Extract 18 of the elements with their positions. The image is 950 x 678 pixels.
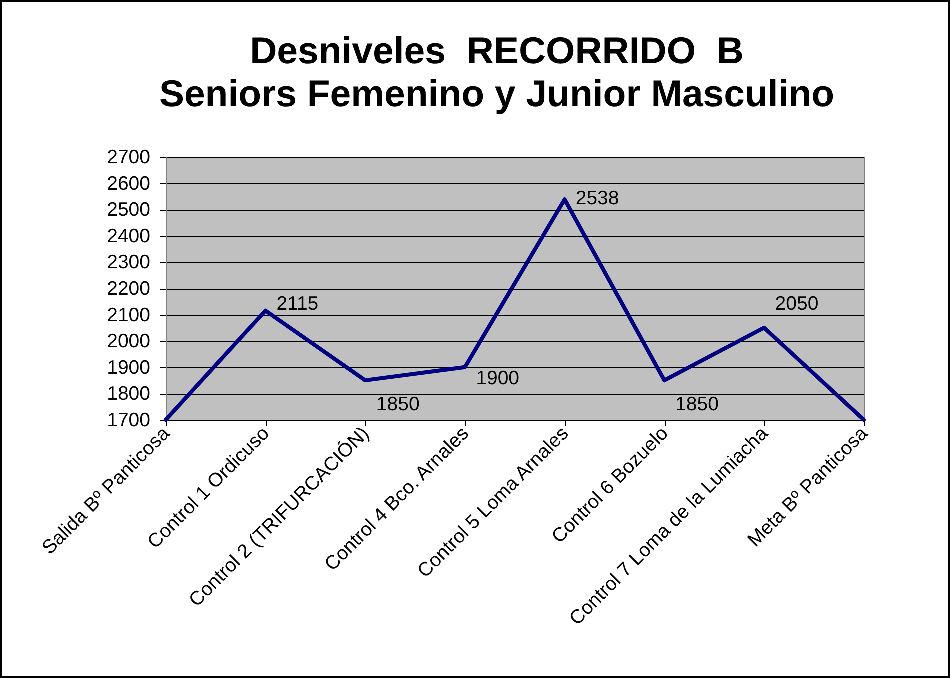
data-label: 2115 <box>276 292 319 315</box>
y-tick-label: 2500 <box>107 199 151 222</box>
y-tick-label: 1700 <box>107 410 151 432</box>
data-label: 1850 <box>676 394 720 416</box>
y-tick-label: 2200 <box>107 278 151 300</box>
y-tick-label: 2700 <box>107 146 151 168</box>
y-tick-label: 2000 <box>107 330 151 353</box>
y-tick-label: 1800 <box>107 383 151 406</box>
data-label: 2538 <box>576 188 620 210</box>
y-tick-label: 2600 <box>107 172 151 195</box>
y-tick-label: 1900 <box>107 356 151 379</box>
data-label: 1900 <box>476 367 520 390</box>
data-label: 1850 <box>376 394 420 416</box>
chart-title: Desniveles RECORRIDO B Seniors Femenino y Junior Masculino <box>159 30 835 114</box>
data-label: 2050 <box>775 292 819 315</box>
y-tick-label: 2400 <box>107 225 151 248</box>
y-tick-label: 2100 <box>107 304 151 326</box>
y-tick-label: 2300 <box>107 252 151 274</box>
